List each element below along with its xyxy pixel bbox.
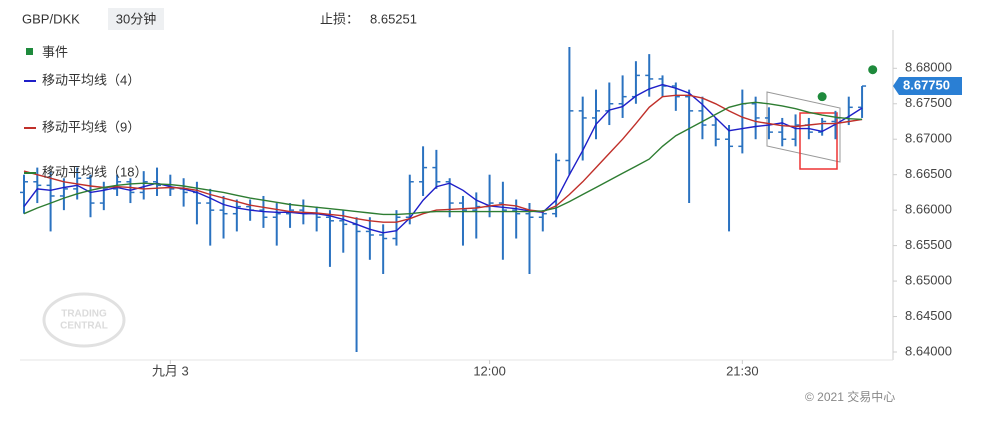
y-tick-label: 8.67000 — [905, 131, 952, 146]
y-tick-label: 8.65000 — [905, 273, 952, 288]
channel-pattern — [766, 91, 841, 163]
stop-loss: 8.65251 — [370, 11, 417, 26]
y-tick-label: 8.66000 — [905, 202, 952, 217]
watermark-ring — [42, 292, 126, 348]
y-tick-label: 8.66500 — [905, 166, 952, 181]
price-label: 8.67750 — [903, 77, 950, 92]
y-tick-label: 8.68000 — [905, 60, 952, 75]
y-tick-label: 8.64000 — [905, 343, 952, 358]
legend-label: 移动平均线（18） — [42, 164, 147, 179]
x-tick-label: 21:30 — [726, 363, 759, 378]
symbol: GBP/DKK — [22, 11, 80, 26]
event-dot — [817, 92, 827, 102]
x-tick-label: 九月 3 — [152, 363, 189, 378]
copyright: © 2021 交易中心 — [805, 389, 895, 404]
stop-loss-label: 止损： — [320, 11, 359, 26]
interval: 30分钟 — [116, 11, 156, 26]
price-marker — [893, 77, 962, 96]
y-tick-label: 8.67500 — [905, 95, 952, 110]
pattern-box — [799, 112, 838, 170]
legend-event-swatch — [26, 48, 33, 55]
legend-label: 移动平均线（9） — [42, 119, 140, 134]
interval-badge — [108, 8, 164, 30]
x-tick-label: 12:00 — [473, 363, 506, 378]
watermark-text: TRADING — [61, 309, 107, 320]
event-dot — [868, 65, 878, 75]
watermark-text: CENTRAL — [60, 321, 108, 332]
y-tick-label: 8.65500 — [905, 237, 952, 252]
legend-event: 事件 — [42, 44, 68, 59]
y-tick-label: 8.64500 — [905, 308, 952, 323]
watermark: TRADING CENTRAL — [42, 292, 126, 348]
legend-label: 移动平均线（4） — [42, 72, 140, 87]
moving-average — [23, 101, 863, 216]
moving-average — [23, 94, 863, 223]
